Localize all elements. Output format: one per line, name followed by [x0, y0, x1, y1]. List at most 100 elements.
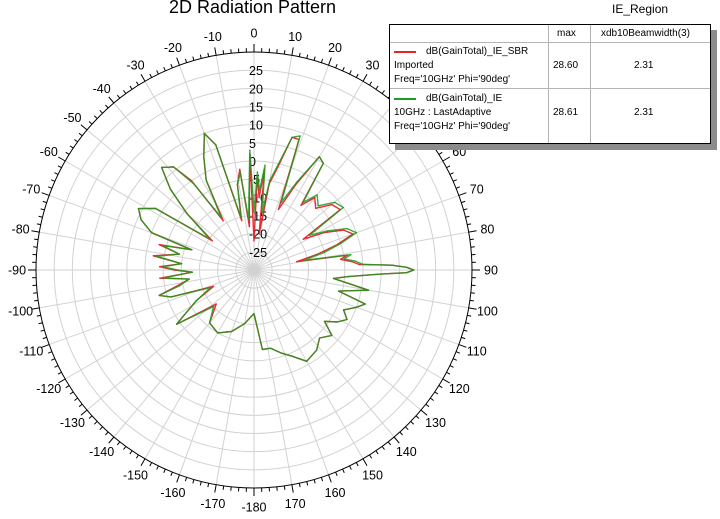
- angle-tick: [36, 314, 41, 317]
- grid-spoke: [178, 269, 255, 476]
- trace-point: [350, 254, 352, 256]
- trace-point: [317, 205, 319, 207]
- angle-tick: [465, 215, 470, 218]
- angle-tick: [34, 299, 39, 302]
- grid-spoke: [253, 102, 395, 271]
- angle-label: -60: [40, 145, 58, 159]
- trace-point: [205, 179, 207, 181]
- angle-label: 160: [325, 486, 346, 500]
- trace-point: [338, 290, 340, 292]
- trace-point: [343, 309, 345, 311]
- grid-spoke: [178, 64, 255, 271]
- angle-tick: [306, 54, 309, 59]
- legend-series-name-sbr-1: dB(GainTotal)_IE_SBR: [426, 46, 529, 57]
- angle-tick: [50, 179, 56, 182]
- legend-max-sbr: 28.60: [553, 60, 579, 71]
- angle-tick: [78, 403, 83, 408]
- angle-tick: [446, 371, 451, 375]
- angle-tick: [116, 441, 121, 446]
- angle-label: -140: [89, 445, 114, 459]
- trace-point: [178, 285, 180, 287]
- legend-series-name-ie-1: dB(GainTotal)_IE: [426, 93, 503, 104]
- angle-label: -30: [126, 58, 144, 72]
- trace-point: [343, 258, 345, 260]
- trace-point: [291, 136, 293, 138]
- angle-tick: [47, 351, 53, 354]
- angle-tick: [410, 421, 415, 425]
- angle-tick: [69, 391, 74, 395]
- angle-tick: [135, 81, 139, 86]
- trace-point: [191, 249, 193, 251]
- angle-tick: [469, 238, 474, 241]
- angle-tick: [362, 74, 368, 82]
- angle-tick: [452, 179, 458, 182]
- angle-tick: [446, 165, 451, 169]
- trace-point: [316, 349, 318, 351]
- trace-point: [209, 287, 211, 289]
- angle-tick: [222, 485, 225, 490]
- angle-tick: [283, 485, 286, 490]
- trace-point: [342, 206, 344, 209]
- angle-tick: [355, 73, 359, 78]
- trace-point: [331, 204, 333, 206]
- angle-tick: [54, 172, 59, 175]
- angle-tick: [129, 450, 133, 455]
- trace-point: [314, 197, 316, 199]
- trace-point: [343, 229, 345, 231]
- angle-tick: [123, 90, 127, 94]
- angle-tick: [320, 58, 324, 63]
- trace-point: [270, 347, 272, 349]
- legend-series-name-sbr-3: Freq='10GHz' Phi='90deg': [394, 74, 511, 85]
- trace-point: [340, 258, 342, 260]
- legend-table[interactable]: max xdb10Beamwidth(3) dB(GainTotal)_IE_S…: [389, 24, 711, 144]
- angle-tick: [458, 344, 467, 348]
- traces: [137, 132, 415, 362]
- trace-point: [154, 207, 156, 209]
- trace-point: [162, 277, 165, 279]
- trace-point: [323, 251, 326, 253]
- angle-tick: [58, 378, 66, 384]
- trace-point: [158, 294, 160, 296]
- angle-tick: [58, 156, 66, 162]
- angle-tick: [393, 436, 400, 444]
- angle-labels: 0102030405060708090100110120130140150160…: [8, 27, 498, 515]
- r-tick-label: -20: [249, 228, 267, 242]
- angle-tick: [430, 397, 434, 401]
- trace-point: [364, 303, 366, 305]
- angle-tick: [156, 465, 159, 470]
- grid-spoke: [253, 269, 422, 411]
- angle-tick: [349, 70, 352, 75]
- trace-point: [302, 238, 304, 240]
- trace-point: [258, 196, 260, 199]
- trace-point: [376, 273, 379, 275]
- angle-tick: [129, 85, 133, 90]
- angle-tick: [163, 66, 166, 72]
- angle-tick: [298, 483, 301, 488]
- trace-point: [243, 323, 246, 325]
- r-tick-label: 25: [249, 64, 263, 78]
- angle-label: -10: [204, 30, 222, 44]
- angle-tick: [36, 223, 41, 226]
- grid-spoke: [113, 102, 255, 271]
- trace-point: [213, 285, 215, 287]
- trace-point: [331, 334, 333, 336]
- angle-tick: [455, 186, 461, 189]
- angle-tick: [93, 115, 98, 119]
- legend-col-beamwidth: xdb10Beamwidth(3): [601, 28, 690, 39]
- trace-point: [277, 163, 280, 165]
- r-tick-label: 15: [249, 101, 263, 115]
- trace-point: [332, 277, 335, 279]
- trace-point: [211, 240, 213, 242]
- legend-beamwidth-sbr: 2.31: [634, 60, 654, 71]
- trace-point: [316, 194, 318, 196]
- angle-tick: [80, 409, 88, 416]
- angle-tick: [335, 471, 338, 477]
- trace-point: [151, 232, 153, 234]
- trace-point: [323, 320, 326, 322]
- trace-point: [170, 296, 172, 298]
- angle-tick: [214, 484, 217, 493]
- trace-point: [215, 144, 217, 146]
- grid-spoke: [253, 55, 293, 271]
- angle-tick: [381, 446, 385, 450]
- angle-tick: [47, 186, 53, 189]
